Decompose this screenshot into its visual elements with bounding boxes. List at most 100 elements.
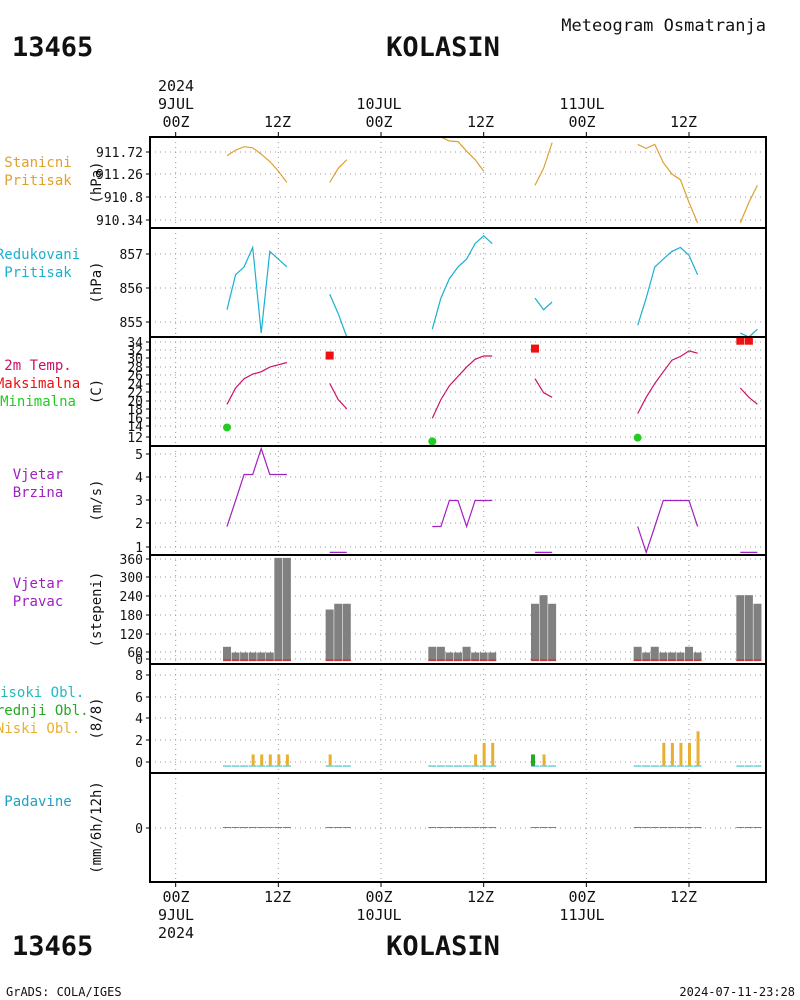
low-cloud-bar [474,754,478,767]
y-tick-label: 60 [127,646,143,661]
series-line [329,293,348,338]
series-line [637,350,698,414]
y-tick-label: 0 [135,653,143,668]
series-line [329,383,348,410]
series-line [534,142,553,186]
station-name-top: KOLASIN [386,32,500,63]
wind-direction-bar [650,646,659,662]
station-id-top: 13465 [12,32,93,63]
wind-direction-bar [471,652,480,662]
y-tick-label: 300 [120,571,143,586]
wind-direction-bar [325,609,334,662]
top-hour-label: 12Z [670,113,697,131]
y-tick-label: 855 [120,316,143,331]
bottom-hour-label: 12Z [670,888,697,906]
meteogram-panels: 911.72 911.26 910.8 910.34 (hPa) Stanicni Prit… [0,132,767,887]
tmax-marker [531,344,539,353]
low-cloud-bar [696,731,700,767]
y-tick-label: 30 [127,352,143,367]
y-tick-label: 5 [135,448,143,463]
y-tick-label: 910.34 [96,214,143,229]
panel-label: Minimalna [0,394,76,410]
y-tick-label: 6 [135,691,143,706]
wind-direction-bar [428,646,437,662]
series-line [637,143,699,224]
panel-label: Vjetar [13,467,64,483]
wind-direction-bar [436,646,445,662]
low-cloud-bar [251,754,255,767]
y-axis-label: (m/s) [89,479,105,521]
wind-direction-bar [685,646,693,662]
wind-direction-bar [282,557,291,662]
tmin-marker [428,437,437,446]
series-line [534,297,553,311]
wind-direction-bar [633,646,642,662]
y-axis-label: (mm/6h/12h) [89,781,105,874]
wind-direction-bar [248,652,257,662]
footer-timestamp: 2024-07-11-23:28 [679,985,795,999]
y-tick-label: 20 [127,395,143,410]
top-hour-label: 00Z [162,113,189,131]
tmax-marker [325,351,334,360]
panel-label: Redukovani [0,247,80,263]
series-line [226,361,288,405]
panel-label: Brzina [13,485,64,501]
wind-direction-bar [462,646,471,662]
y-axis-label: (C) [89,379,105,404]
y-tick-label: 34 [127,336,143,351]
y-tick-label: 2 [135,734,143,749]
wind-direction-bar [548,603,557,662]
y-tick-label: 2 [135,517,143,532]
wind-direction-bar [240,652,249,662]
top-date-label-9jul: 9JUL [158,95,194,113]
low-cloud-bar [268,754,272,767]
y-tick-label: 4 [135,712,143,727]
wind-direction-bar [342,603,351,662]
wind-direction-bar [445,652,454,662]
bottom-hour-label: 00Z [162,888,189,906]
tmax-marker [744,336,753,345]
bottom-hour-label: 00Z [568,888,595,906]
panel-label: Pritisak [4,265,72,281]
y-tick-label: 18 [127,403,143,418]
panel-label: Vjetar [13,576,64,592]
wind-direction-bar [744,595,753,662]
series-line [534,378,553,398]
series-line [226,245,288,334]
wind-direction-bar [531,603,539,662]
panel-label: Stanicni [4,155,71,171]
panel-label: Pritisak [4,173,72,189]
low-cloud-bar [679,742,683,767]
top-date-label-10jul: 10JUL [356,95,401,113]
y-tick-label: 1 [135,541,143,556]
tmin-marker [633,433,642,442]
y-tick-label: 240 [120,590,143,605]
low-cloud-bar [491,742,495,767]
tmax-marker [736,336,745,345]
series-line [329,159,348,183]
series-line [739,185,758,224]
station-id-bottom: 13465 [12,931,93,962]
low-cloud-bar [277,754,281,767]
low-cloud-bar [328,754,332,767]
bottom-date-label-9jul: 9JUL [158,906,194,924]
y-axis-label: (hPa) [89,261,105,303]
footer-software-credit: GrADS: COLA/IGES [6,985,122,999]
y-tick-label: 22 [127,386,143,401]
top-hour-label: 00Z [365,113,392,131]
series-line [431,234,493,330]
y-tick-label: 856 [120,282,143,297]
wind-direction-bar [274,557,283,662]
wind-direction-bar [334,603,343,662]
y-tick-label: 911.26 [96,168,143,183]
top-hour-label: 00Z [568,113,595,131]
panel-frame [149,772,767,883]
bottom-date-label-10jul: 10JUL [356,906,401,924]
y-tick-label: 180 [120,609,143,624]
series-line [432,499,493,529]
low-cloud-bar [688,742,691,767]
wind-direction-bar [257,652,266,662]
meteogram-subtitle: Meteogram Osmatranja [561,16,766,36]
wind-direction-bar [231,652,240,662]
panel-label: Niski Obl. [0,721,80,737]
